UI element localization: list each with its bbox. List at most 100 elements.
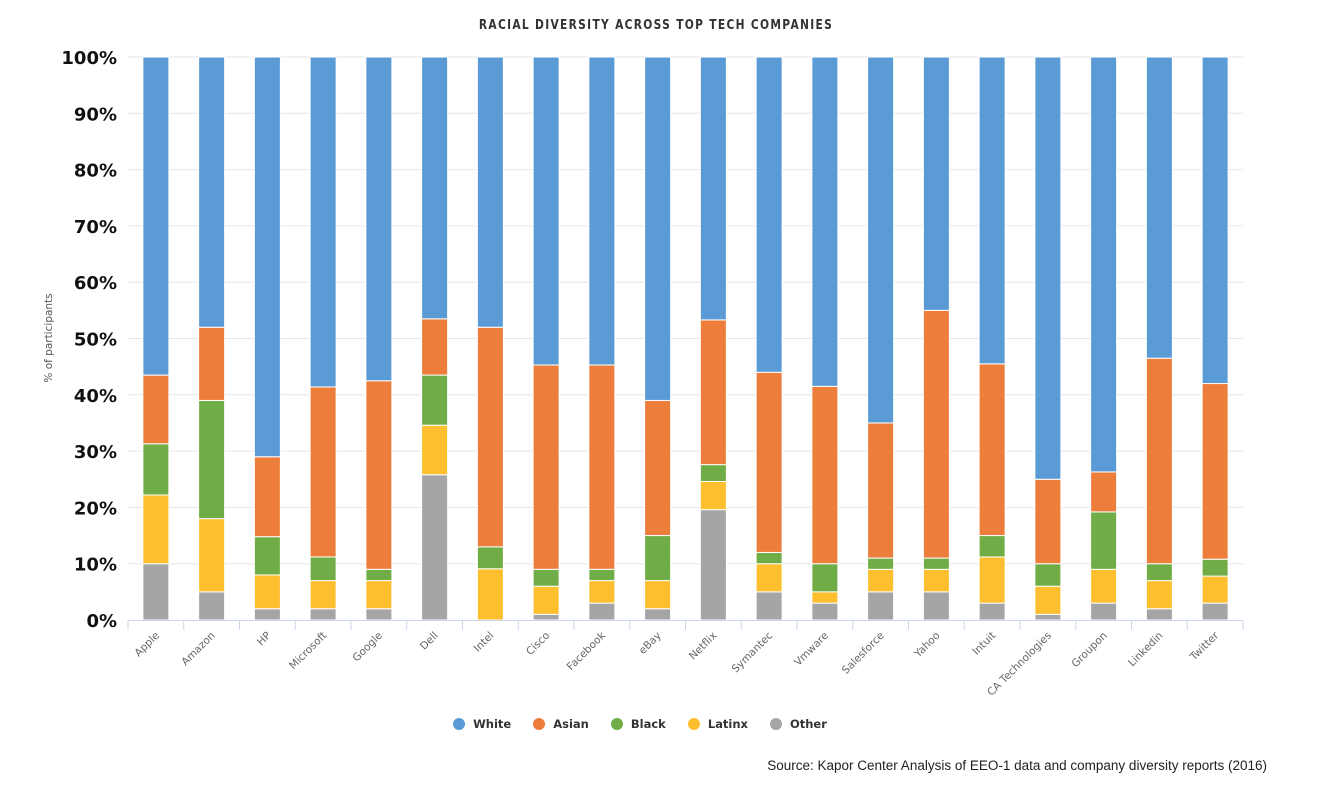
bar-stack-ca-technologies <box>1034 56 1062 621</box>
bar-stack-vmware <box>811 56 839 621</box>
bar-segment-black <box>699 464 727 483</box>
bar-segment-black <box>1034 563 1062 587</box>
bar-segment-black <box>142 443 170 496</box>
bar-segment-white <box>1145 56 1173 359</box>
bar-segment-asian <box>253 456 281 538</box>
bar-stack-microsoft <box>309 56 337 621</box>
y-tick-label: 90% <box>74 104 117 125</box>
bar-segment-asian <box>588 364 616 570</box>
bar-segment-black <box>1201 558 1229 577</box>
y-axis-label: % of participants <box>43 293 55 382</box>
bar-segment-other <box>1201 602 1229 621</box>
x-tick-label: Twitter <box>1187 629 1222 664</box>
y-tick-label: 30% <box>74 442 117 463</box>
x-tick-label: Netflix <box>687 630 720 663</box>
bar-segment-latinx <box>198 518 226 593</box>
legend-label: Latinx <box>707 717 748 731</box>
bar-segment-asian <box>811 385 839 565</box>
bar-segment-latinx <box>755 563 783 593</box>
y-tick-label: 70% <box>74 217 117 238</box>
bar-segment-latinx <box>142 494 170 565</box>
bar-stack-yahoo <box>922 56 950 621</box>
bar-segment-black <box>978 535 1006 558</box>
bar-segment-latinx <box>644 580 672 610</box>
legend-item-black[interactable]: Black <box>610 717 666 731</box>
bar-stack-hp <box>253 56 281 621</box>
bar-segment-other <box>365 608 393 621</box>
bar-segment-white <box>978 56 1006 365</box>
bar-segment-asian <box>1201 383 1229 560</box>
bar-segment-latinx <box>532 585 560 615</box>
x-tick-label: Amazon <box>179 630 217 668</box>
x-tick-label: Vmware <box>792 630 831 669</box>
legend-item-other[interactable]: Other <box>769 717 827 731</box>
bar-segment-latinx <box>922 568 950 593</box>
bar-segment-asian <box>867 422 895 559</box>
bar-segment-white <box>1090 56 1118 473</box>
bar-stack-groupon <box>1090 56 1118 621</box>
bar-segment-latinx <box>978 556 1006 604</box>
bars <box>142 56 1229 621</box>
bar-stack-netflix <box>699 56 727 621</box>
bar-segment-black <box>588 568 616 582</box>
bar-segment-white <box>142 56 170 376</box>
legend-label: White <box>473 717 512 731</box>
bar-segment-asian <box>309 386 337 558</box>
bar-segment-asian <box>421 318 449 376</box>
bar-stack-intuit <box>978 56 1006 621</box>
bar-segment-black <box>922 557 950 570</box>
bar-segment-other <box>811 602 839 621</box>
bar-segment-black <box>476 546 504 570</box>
bar-segment-other <box>867 591 895 621</box>
x-tick-label: Intel <box>472 630 497 655</box>
legend-marker-icon <box>610 718 623 730</box>
bar-segment-latinx <box>1201 575 1229 604</box>
legend-marker-icon <box>533 718 546 730</box>
bar-stack-dell <box>421 56 449 621</box>
chart-title: RACIAL DIVERSITY ACROSS TOP TECH COMPANI… <box>478 18 834 33</box>
bar-segment-white <box>699 56 727 321</box>
x-tick-label: Microsoft <box>287 630 329 672</box>
bar-stack-salesforce <box>867 56 895 621</box>
x-tick-label: Yahoo <box>911 630 942 661</box>
legend-item-latinx[interactable]: Latinx <box>687 717 748 731</box>
x-tick-label: Intuit <box>970 630 998 658</box>
bar-segment-white <box>811 56 839 387</box>
bar-stack-intel <box>476 56 504 621</box>
bar-segment-asian <box>476 326 504 548</box>
x-tick-label: Linkedin <box>1126 630 1165 669</box>
bar-segment-latinx <box>588 580 616 604</box>
bar-segment-white <box>1034 56 1062 480</box>
legend-item-asian[interactable]: Asian <box>533 717 589 731</box>
bar-segment-latinx <box>811 591 839 604</box>
bar-segment-white <box>1201 56 1229 385</box>
bar-segment-asian <box>644 399 672 537</box>
bar-segment-other <box>253 608 281 621</box>
bar-segment-asian <box>1145 357 1173 565</box>
bar-segment-latinx <box>699 481 727 511</box>
bar-segment-white <box>421 56 449 320</box>
x-tick-label: Cisco <box>524 630 552 658</box>
bar-segment-white <box>532 56 560 366</box>
bar-segment-white <box>198 56 226 328</box>
x-tick-label: eBay <box>637 630 664 657</box>
x-tick-label: HP <box>255 630 274 649</box>
bar-segment-white <box>253 56 281 458</box>
bar-segment-white <box>476 56 504 328</box>
bar-segment-latinx <box>867 568 895 593</box>
bar-stack-twitter <box>1201 56 1229 621</box>
bar-segment-other <box>588 602 616 621</box>
y-tick-label: 50% <box>74 330 117 351</box>
x-axis: Apple Amazon HP Microsoft Google Dell Intel Cis… <box>127 620 1244 698</box>
bar-segment-black <box>755 551 783 565</box>
legend-item-white[interactable]: White <box>453 717 511 731</box>
legend-label: Black <box>630 717 666 731</box>
source-note: Source: Kapor Center Analysis of EEO-1 d… <box>767 758 1267 773</box>
bar-segment-white <box>867 56 895 424</box>
x-tick-label: Groupon <box>1069 630 1109 670</box>
bar-stack-apple <box>142 56 170 621</box>
bar-segment-black <box>811 563 839 593</box>
legend-marker-icon <box>687 718 700 730</box>
bar-segment-other <box>309 608 337 621</box>
